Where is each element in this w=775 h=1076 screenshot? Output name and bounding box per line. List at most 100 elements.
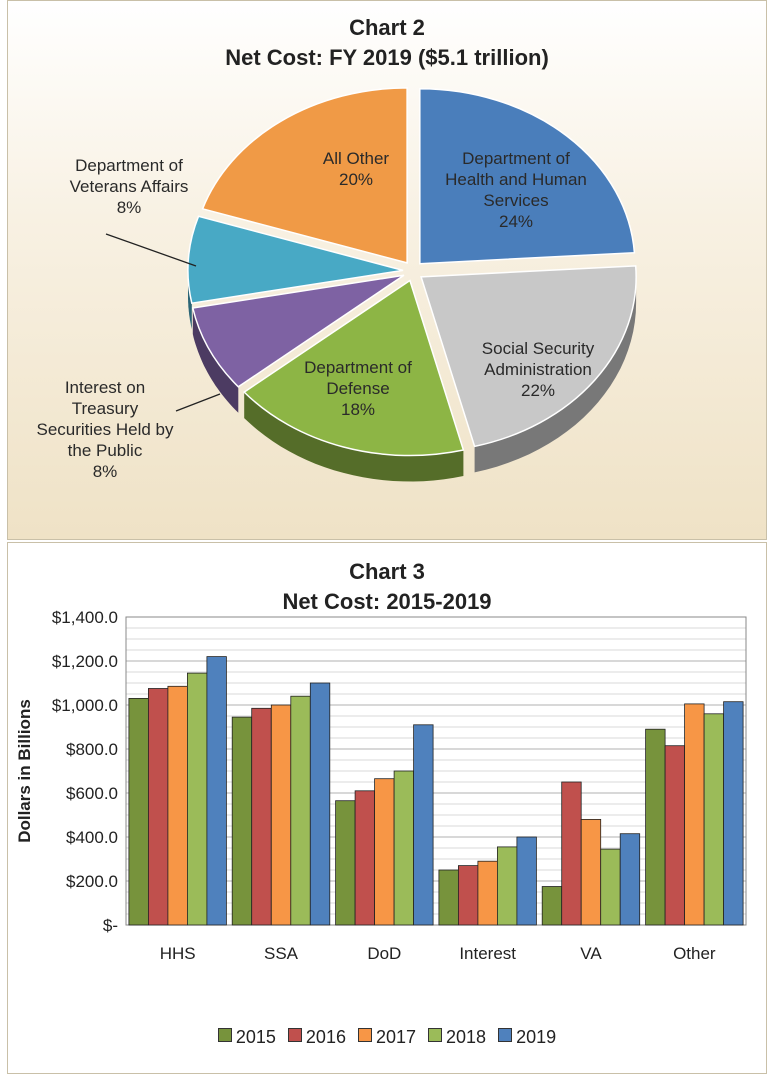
pie-leader-line-4	[105, 233, 197, 267]
pie-slice-1	[420, 265, 637, 448]
bar-va-2019	[619, 833, 641, 926]
bar-ssa-2018	[290, 695, 311, 926]
pie-slice-label-5: All Other	[323, 149, 389, 168]
bar-chart-subtitle: Net Cost: 2015-2019	[282, 589, 492, 614]
pie-slice-label-0: Services	[483, 191, 548, 210]
pie-slice-label-1: Administration	[484, 360, 592, 379]
pie-slice-value-label-4: 8%	[117, 198, 142, 217]
y-tick-label: $400.0	[66, 828, 118, 847]
pie-chart: Department of Health and Human Services 24%…	[36, 87, 637, 482]
plot-area-border	[125, 616, 747, 926]
bar-interest-2015	[438, 869, 459, 926]
bar-chart-panel: Chart 3 Net Cost: 2015-2019 $- $200.0 $400…	[7, 542, 767, 1074]
pie-slice-value-label-2: 18%	[341, 400, 375, 419]
legend-label: 2015	[235, 1027, 276, 1047]
legend-label: 2016	[305, 1027, 346, 1047]
pie-slice-value-label-3: 8%	[93, 462, 118, 481]
pie-slice-value-label-0: 24%	[499, 212, 533, 231]
bar-interest-2019	[516, 836, 537, 926]
pie-slice-label-4: Department of	[75, 156, 183, 175]
bar-va-2017	[580, 818, 602, 926]
bar-other-2016	[664, 745, 685, 926]
bar-hhs-2017	[167, 685, 188, 926]
pie-slice-2	[243, 279, 465, 457]
legend-swatch	[287, 1028, 302, 1042]
legend-swatch	[357, 1028, 372, 1042]
pie-slice-5	[201, 87, 408, 264]
pie-slice-label-3: the Public	[68, 441, 143, 460]
pie-slice-label-3: Securities Held by	[36, 420, 174, 439]
pie-slice-side-4	[188, 270, 192, 330]
pie-slice-value-label-1: 22%	[521, 381, 555, 400]
bar-hhs-2015	[128, 697, 149, 926]
legend-item-2016: 2016	[287, 1027, 346, 1048]
pie-chart-title: Chart 2	[349, 15, 425, 40]
x-tick-label: Other	[673, 944, 716, 963]
bar-dod-2017	[374, 778, 395, 926]
legend-swatch	[217, 1028, 232, 1042]
bar-other-2017	[684, 703, 705, 926]
y-tick-label: $1,200.0	[52, 652, 118, 671]
pie-slice-value-label-5: 20%	[339, 170, 373, 189]
bar-dod-2016	[354, 790, 376, 926]
pie-chart-title-block: Chart 2 Net Cost: FY 2019 ($5.1 trillion…	[8, 13, 766, 73]
pie-slice-3	[191, 274, 405, 388]
pie-slice-label-1: Social Security	[482, 339, 595, 358]
x-tick-label: Interest	[459, 944, 516, 963]
pie-slice-label-3: Interest on	[65, 378, 145, 397]
pie-slice-label-0: Health and Human	[445, 170, 587, 189]
y-tick-label: $200.0	[66, 872, 118, 891]
x-tick-label: SSA	[264, 944, 299, 963]
pie-slice-0	[419, 87, 636, 265]
bar-dod-2019	[413, 724, 434, 926]
legend-item-2019: 2019	[498, 1027, 556, 1048]
bar-ssa-2016	[251, 707, 272, 926]
pie-slice-side-2	[244, 392, 464, 482]
x-tick-label: HHS	[160, 944, 196, 963]
bar-interest-2016	[457, 865, 479, 926]
pie-slice-4	[187, 215, 404, 305]
pie-chart-panel: Chart 2 Net Cost: FY 2019 ($5.1 trillion…	[7, 0, 767, 540]
y-tick-label: $800.0	[66, 740, 118, 759]
legend-label: 2018	[446, 1027, 487, 1047]
y-tick-label: $1,000.0	[52, 696, 118, 715]
bar-va-2015	[541, 886, 563, 926]
pie-slice-label-4: Veterans Affairs	[70, 177, 189, 196]
bar-other-2019	[723, 701, 744, 926]
legend-item-2015: 2015	[217, 1027, 276, 1048]
x-tick-label: VA	[580, 944, 602, 963]
bar-interest-2018	[496, 846, 518, 926]
y-tick-label: $1,400.0	[52, 608, 118, 627]
bar-hhs-2019	[206, 656, 227, 926]
pie-slice-label-2: Defense	[326, 379, 389, 398]
bar-other-2015	[645, 728, 666, 926]
bar-chart-title-block: Chart 3 Net Cost: 2015-2019	[8, 557, 766, 617]
pie-slice-label-2: Department of	[304, 358, 412, 377]
legend-item-2017: 2017	[357, 1027, 417, 1048]
bar-interest-2017	[477, 860, 498, 926]
bar-ssa-2019	[309, 682, 331, 926]
bar-dod-2018	[393, 770, 415, 926]
legend-label: 2017	[375, 1027, 417, 1047]
bar-chart-legend: 2015 2016 2017 2018 2019	[8, 1027, 766, 1048]
pie-leader-line-3	[175, 393, 221, 412]
bar-va-2018	[600, 848, 621, 926]
bar-ssa-2017	[270, 704, 292, 926]
bar-dod-2015	[335, 800, 356, 926]
y-axis-label: Dollars in Billions	[15, 699, 34, 843]
y-tick-label: $-	[103, 916, 118, 935]
bar-hhs-2018	[186, 672, 208, 926]
legend-item-2018: 2018	[428, 1027, 486, 1048]
legend-swatch	[428, 1028, 443, 1042]
pie-slice-label-3: Treasury	[72, 399, 139, 418]
bar-chart: $- $200.0 $400.0 $600.0 $800.0 $1,000.0 $1,200…	[15, 608, 747, 963]
legend-swatch	[498, 1028, 513, 1042]
bar-hhs-2016	[147, 688, 169, 926]
y-tick-label: $600.0	[66, 784, 118, 803]
bar-ssa-2015	[231, 716, 253, 926]
pie-slice-side-1	[474, 276, 637, 473]
legend-label: 2019	[516, 1027, 557, 1047]
bar-va-2016	[561, 781, 582, 926]
bar-other-2018	[703, 713, 724, 926]
bar-chart-title: Chart 3	[349, 559, 425, 584]
